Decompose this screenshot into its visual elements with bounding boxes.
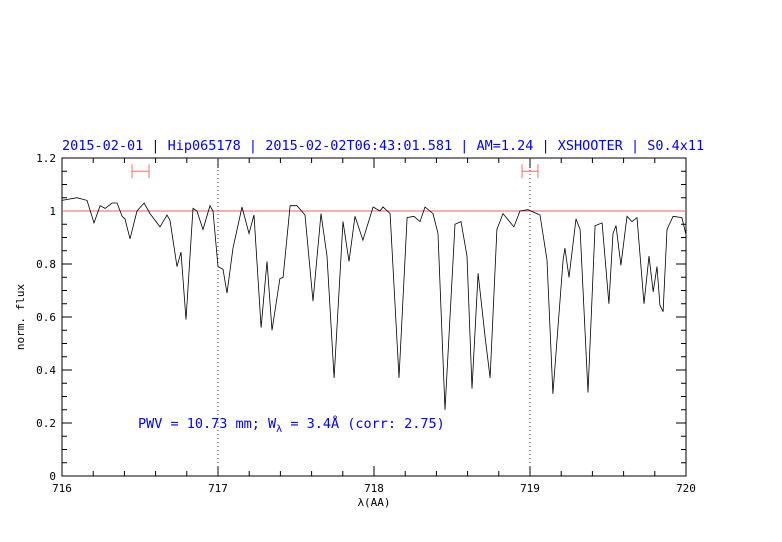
spectrum-line xyxy=(61,197,687,410)
chart-title: 2015-02-01 | Hip065178 | 2015-02-02T06:4… xyxy=(62,138,704,154)
annotation-subscript: λ xyxy=(276,424,282,435)
y-tick-label: 0.4 xyxy=(36,364,56,377)
annotation-prefix: PWV = 10.73 mm; W xyxy=(138,416,277,432)
x-tick-label: 720 xyxy=(676,482,696,495)
y-tick-label: 0.8 xyxy=(36,258,56,271)
plot-marks xyxy=(61,158,687,476)
annotation-text: PWV = 10.73 mm; Wλ = 3.4Å (corr: 2.75) xyxy=(138,415,445,435)
y-tick-label: 0.6 xyxy=(36,311,56,324)
error-bar xyxy=(521,164,539,179)
annotation-suffix: = 3.4Å (corr: 2.75) xyxy=(282,415,445,432)
y-tick-label: 1.2 xyxy=(36,152,56,165)
y-tick-label: 1 xyxy=(49,205,56,218)
y-tick-label: 0 xyxy=(49,470,56,483)
x-axis-label: λ(AA) xyxy=(357,496,390,509)
x-tick-label: 717 xyxy=(208,482,228,495)
axes: 716 717 718 719 720 0 0.2 0.4 0.6 0.8 1 1.2 xyxy=(36,152,696,495)
x-tick-label: 718 xyxy=(364,482,384,495)
y-tick-label: 0.2 xyxy=(36,417,56,430)
y-axis-label: norm. flux xyxy=(14,284,27,351)
x-tick-label: 716 xyxy=(52,482,72,495)
x-tick-label: 719 xyxy=(520,482,540,495)
error-bar xyxy=(131,164,150,179)
